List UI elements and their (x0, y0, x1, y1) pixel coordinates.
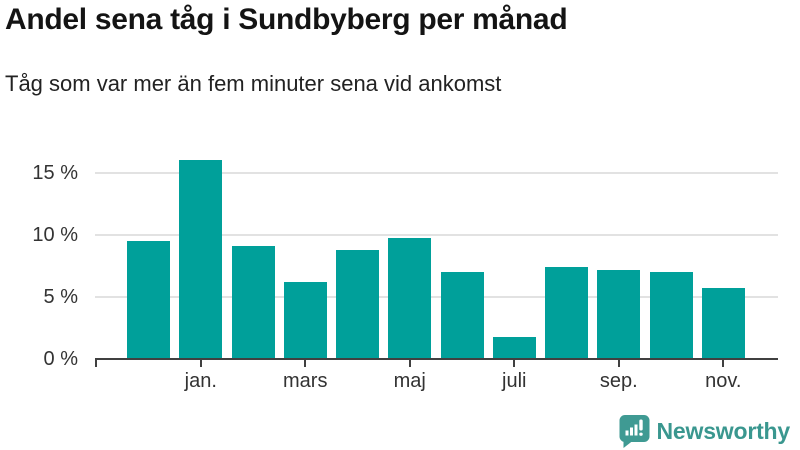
x-axis-tick (513, 359, 516, 367)
y-axis-tick-label: 10 % (32, 224, 78, 247)
gridline-5 (95, 296, 778, 299)
newsworthy-logo-icon (619, 415, 650, 448)
bar-nov. (701, 288, 745, 359)
y-axis-tick-label: 0 % (43, 348, 78, 370)
bar-apr. (336, 250, 379, 359)
x-axis-tick (304, 359, 307, 367)
newsworthy-logo-text: Newsworthy (656, 418, 791, 444)
plot-area: jan. mars maj juli sep. nov. (95, 144, 778, 392)
bar-feb. (231, 246, 275, 359)
bar-juli (492, 336, 536, 359)
bar-okt. (649, 272, 693, 359)
y-axis-tick-label: 15 % (32, 162, 78, 185)
x-axis-tick (617, 359, 620, 367)
x-axis-tick-label: jan. (184, 370, 217, 392)
y-axis-tick-label: 5 % (43, 286, 78, 309)
bar-mars (283, 282, 327, 359)
bar-chart: 0 % 5 % 10 % 15 % jan. mars maj juli sep. nov. (0, 144, 800, 406)
chart-subtitle: Tåg som var mer än fem minuter sena vid … (5, 71, 502, 96)
x-axis-tick (95, 359, 97, 367)
bar-sep. (597, 269, 641, 359)
x-axis-tick-label: maj (393, 370, 426, 392)
bar-jan. (179, 159, 223, 359)
x-axis-tick (199, 359, 202, 367)
x-axis-tick-label: juli (502, 370, 527, 392)
newsworthy-logo: Newsworthy (619, 415, 790, 448)
gridline-15 (95, 172, 778, 175)
bar-aug. (545, 267, 588, 359)
bar-maj (388, 237, 432, 359)
x-axis-tick-label: nov. (705, 370, 742, 392)
bar-juni (440, 272, 484, 359)
gridline-10 (95, 234, 778, 237)
bar-dec. (127, 241, 170, 359)
x-axis-tick (408, 359, 411, 367)
x-axis-line (95, 358, 778, 360)
chart-title: Andel sena tåg i Sundbyberg per månad (5, 3, 568, 36)
x-axis-tick-label: sep. (599, 370, 638, 392)
x-axis-tick-label: mars (283, 370, 328, 392)
x-axis-tick (722, 359, 725, 367)
